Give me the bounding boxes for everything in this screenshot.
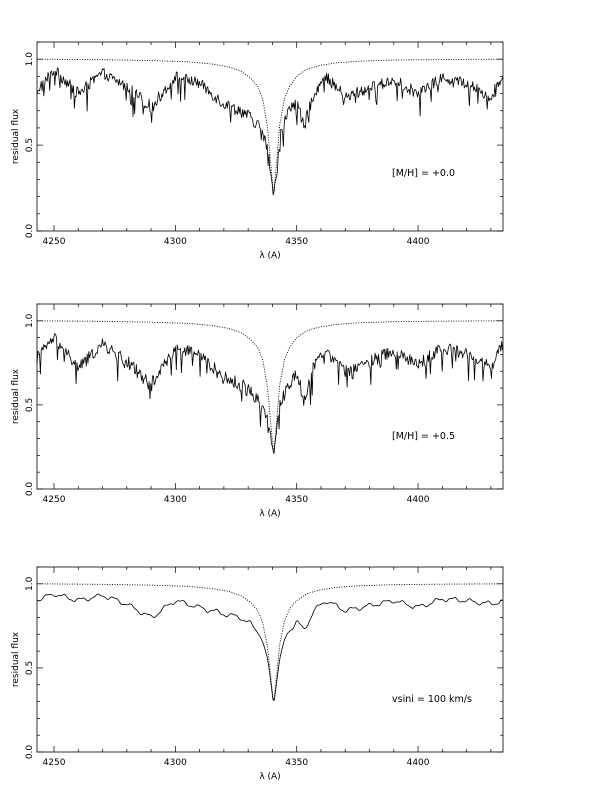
y-axis-title: residual flux <box>11 631 21 687</box>
panel-annotation: vsini = 100 km/s <box>392 694 472 705</box>
panel-rotation-broadened: 4250 4300 4350 4400 0.0 0.5 1.0 λ (A) residual f… <box>11 566 504 782</box>
x-tick-label: 4300 <box>164 758 187 768</box>
x-tick-label: 4350 <box>285 495 308 505</box>
y-tick-label: 0.5 <box>25 398 35 412</box>
y-axis-title: residual flux <box>11 108 21 164</box>
plot-frame <box>36 41 504 232</box>
y-tick-label: 0.0 <box>25 482 35 497</box>
x-tick-label: 4350 <box>285 758 308 768</box>
panel-metallicity-solar: 4250 4300 4350 4400 0.0 0.5 1.0 λ (A) residual f… <box>11 41 504 261</box>
x-axis-title: λ (A) <box>259 251 280 261</box>
panel-metallicity-enhanced: 4250 4300 4350 4400 0.0 0.5 1.0 λ (A) residual f… <box>11 303 504 519</box>
x-axis-title: λ (A) <box>259 772 280 782</box>
series-hydrogen-profile <box>36 58 504 193</box>
x-tick-label: 4250 <box>43 237 66 247</box>
x-tick-label: 4300 <box>164 495 187 505</box>
series-hydrogen-profile <box>36 583 503 702</box>
x-tick-label: 4300 <box>164 237 187 247</box>
y-tick-label: 0.0 <box>25 745 35 760</box>
y-tick-label: 1.0 <box>25 576 35 591</box>
series-hydrogen-profile <box>36 320 503 452</box>
y-tick-label: 0.0 <box>25 224 35 239</box>
series-synthetic-spectrum <box>36 333 503 455</box>
y-tick-label: 1.0 <box>25 313 35 328</box>
x-tick-label: 4400 <box>407 237 430 247</box>
x-tick-label: 4400 <box>407 495 430 505</box>
series-synthetic-spectrum <box>36 593 502 701</box>
panel-annotation: [M/H] = +0.5 <box>392 431 455 442</box>
plot-frame <box>36 303 504 490</box>
series-synthetic-spectrum <box>36 67 503 196</box>
x-tick-label: 4250 <box>43 495 66 505</box>
x-tick-label: 4350 <box>285 237 308 247</box>
x-tick-label: 4400 <box>407 758 430 768</box>
panel-annotation: [M/H] = +0.0 <box>392 168 455 179</box>
y-tick-label: 1.0 <box>25 52 35 67</box>
y-axis-title: residual flux <box>11 368 21 424</box>
x-tick-label: 4250 <box>43 758 66 768</box>
x-axis-title: λ (A) <box>259 509 280 519</box>
y-tick-label: 0.5 <box>25 138 35 152</box>
y-tick-label: 0.5 <box>25 661 35 675</box>
plot-frame <box>36 566 504 753</box>
